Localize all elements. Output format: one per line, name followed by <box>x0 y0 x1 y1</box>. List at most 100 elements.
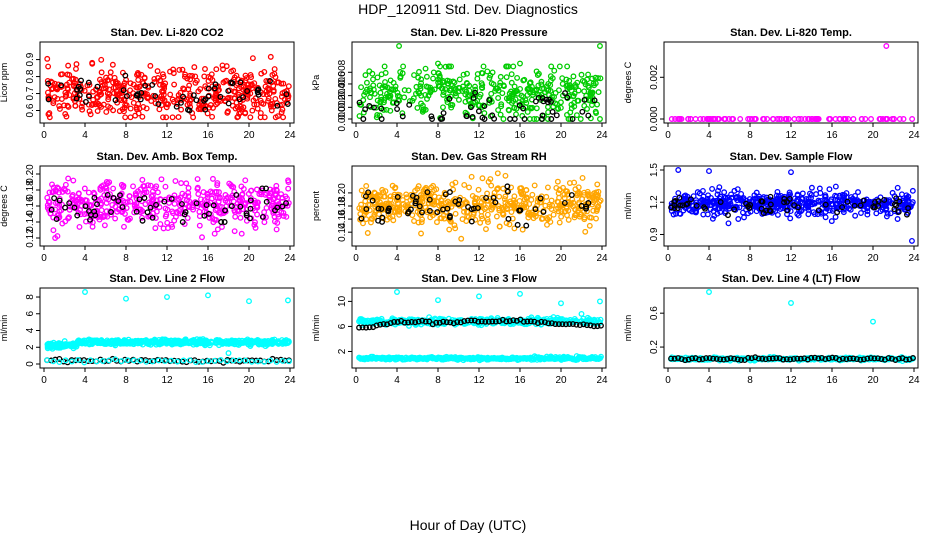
data-point <box>527 318 534 325</box>
data-point <box>506 221 513 228</box>
data-point <box>524 318 531 325</box>
data-point <box>370 82 377 89</box>
data-point <box>116 192 123 199</box>
data-point <box>267 340 274 347</box>
data-point <box>675 190 682 196</box>
data-point <box>81 185 88 192</box>
data-point <box>578 71 585 78</box>
data-point <box>94 94 101 101</box>
data-point <box>94 201 100 208</box>
data-point <box>894 184 901 191</box>
x-tick-label: 12 <box>785 375 797 386</box>
data-point <box>710 355 717 362</box>
data-point <box>201 212 208 219</box>
data-point <box>426 196 433 203</box>
data-point <box>248 358 255 365</box>
data-point <box>237 194 244 201</box>
data-point <box>120 87 127 94</box>
data-point <box>127 105 134 112</box>
data-point <box>588 214 595 221</box>
data-point <box>435 60 441 67</box>
data-point <box>369 70 376 77</box>
data-point <box>418 76 425 83</box>
data-point <box>107 69 114 76</box>
data-point <box>271 70 278 77</box>
data-point <box>242 72 249 79</box>
data-point <box>868 116 874 122</box>
data-point <box>597 116 603 122</box>
data-point <box>214 182 221 189</box>
y-tick-label: 0.14 <box>25 212 36 232</box>
data-point <box>225 350 232 357</box>
data-point <box>90 100 96 107</box>
x-tick-label: 20 <box>867 253 879 264</box>
data-points <box>668 167 916 244</box>
data-point <box>872 199 879 205</box>
data-point <box>358 201 365 208</box>
data-point <box>586 222 593 229</box>
data-point <box>680 207 687 214</box>
data-point <box>567 201 574 208</box>
data-point <box>685 356 692 363</box>
data-point <box>143 189 150 196</box>
data-point <box>468 104 474 111</box>
data-point <box>589 89 596 96</box>
data-point <box>518 185 525 191</box>
data-point <box>168 195 175 202</box>
data-point <box>104 337 111 344</box>
x-tick-label: 20 <box>867 375 879 386</box>
data-point <box>393 197 400 204</box>
data-point <box>566 77 573 84</box>
data-point <box>776 116 783 122</box>
data-point <box>463 113 470 120</box>
data-point <box>713 355 720 362</box>
data-point <box>78 196 85 203</box>
data-point <box>452 179 459 186</box>
data-point <box>98 56 105 63</box>
data-point <box>555 321 562 328</box>
data-point <box>591 323 597 330</box>
data-point <box>83 337 90 344</box>
data-point <box>182 71 189 78</box>
data-point <box>262 214 269 221</box>
data-point <box>675 167 682 173</box>
data-point <box>520 318 527 325</box>
data-point <box>255 358 261 365</box>
data-point <box>101 222 108 229</box>
data-point <box>124 357 131 364</box>
data-point <box>531 182 538 189</box>
data-point <box>178 106 185 113</box>
data-point <box>225 100 232 107</box>
data-point <box>468 317 475 324</box>
data-point <box>858 116 865 122</box>
y-tick-label: 0.000 <box>337 106 348 131</box>
data-point <box>544 184 551 191</box>
data-point <box>416 90 423 97</box>
data-point <box>371 90 378 97</box>
data-point <box>123 295 129 302</box>
data-point <box>440 91 447 98</box>
data-point <box>285 200 292 206</box>
data-point <box>706 289 712 295</box>
data-point <box>274 102 281 109</box>
data-point <box>699 196 706 203</box>
data-point <box>242 201 249 208</box>
data-point <box>120 184 127 191</box>
data-point <box>487 176 494 182</box>
data-point <box>857 210 864 216</box>
data-point <box>259 185 266 192</box>
data-point <box>534 320 541 327</box>
x-tick-label: 20 <box>555 253 567 264</box>
data-point <box>572 186 579 193</box>
data-point <box>271 213 278 220</box>
data-points <box>44 175 292 241</box>
data-point <box>191 337 198 344</box>
data-point <box>539 112 546 119</box>
data-point <box>762 356 769 363</box>
data-point <box>689 355 696 362</box>
data-point <box>234 114 241 121</box>
data-point <box>97 213 104 220</box>
data-point <box>461 86 468 93</box>
data-point <box>118 97 125 104</box>
